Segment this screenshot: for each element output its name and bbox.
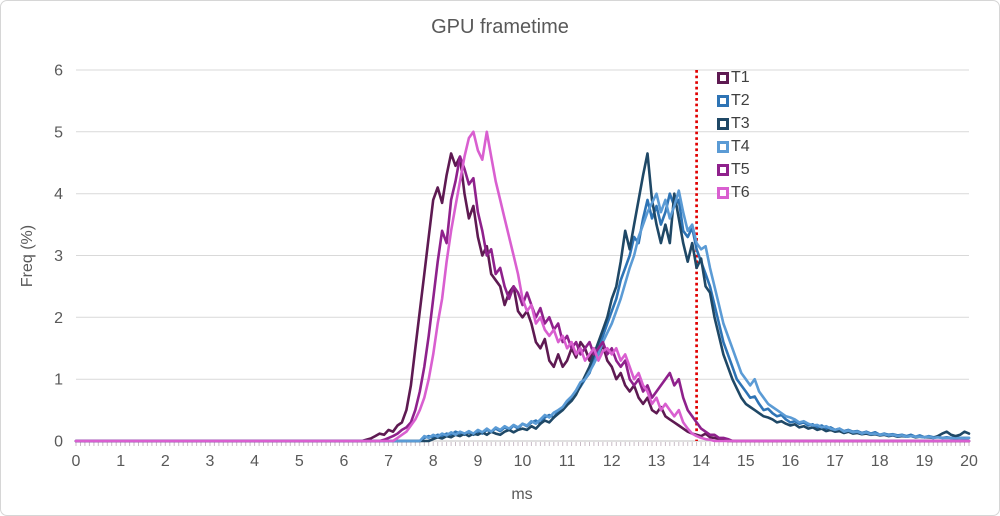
legend-marker-icon bbox=[717, 117, 729, 130]
x-tick-label: 6 bbox=[339, 453, 348, 470]
legend-marker-icon bbox=[717, 71, 729, 84]
series-line-T6 bbox=[74, 130, 971, 443]
x-tick-label: 10 bbox=[514, 453, 532, 470]
x-tick-label: 20 bbox=[960, 453, 978, 470]
legend-item-T6: T6 bbox=[717, 184, 750, 201]
legend-item-T5: T5 bbox=[717, 161, 750, 178]
legend-label: T1 bbox=[731, 69, 750, 86]
x-tick-label: 14 bbox=[692, 453, 710, 470]
y-tick-label: 0 bbox=[54, 434, 63, 451]
legend-item-T3: T3 bbox=[717, 115, 750, 132]
x-tick-label: 13 bbox=[648, 453, 666, 470]
legend-item-T4: T4 bbox=[717, 138, 750, 155]
x-tick-label: 7 bbox=[384, 453, 393, 470]
legend-marker-icon bbox=[717, 140, 729, 153]
y-tick-label: 4 bbox=[54, 186, 63, 203]
legend-marker-icon bbox=[717, 163, 729, 176]
legend-label: T6 bbox=[731, 184, 750, 201]
x-tick-label: 3 bbox=[205, 453, 214, 470]
chart-title: GPU frametime bbox=[431, 16, 569, 38]
legend-item-T1: T1 bbox=[717, 69, 750, 86]
y-axis-title: Freq (%) bbox=[19, 224, 36, 288]
x-tick-label: 5 bbox=[295, 453, 304, 470]
y-tick-labels: 0 1 2 3 4 5 6 bbox=[54, 63, 63, 451]
legend-marker-icon bbox=[717, 186, 729, 199]
x-tick-label: 9 bbox=[473, 453, 482, 470]
x-tick-label: 15 bbox=[737, 453, 755, 470]
x-tick-label: 0 bbox=[72, 453, 81, 470]
y-tick-label: 1 bbox=[54, 372, 63, 389]
x-tick-label: 4 bbox=[250, 453, 259, 470]
x-tick-label: 16 bbox=[782, 453, 800, 470]
legend-label: T3 bbox=[731, 115, 750, 132]
x-tick-label: 2 bbox=[161, 453, 170, 470]
x-tick-label: 19 bbox=[916, 453, 934, 470]
x-tick-label: 8 bbox=[429, 453, 438, 470]
x-axis-title: ms bbox=[511, 486, 533, 503]
gridlines bbox=[76, 69, 969, 442]
y-tick-label: 3 bbox=[54, 248, 63, 265]
legend-marker-icon bbox=[717, 94, 729, 107]
x-tick-label: 1 bbox=[116, 453, 125, 470]
y-tick-label: 5 bbox=[54, 124, 63, 141]
x-tick-label: 11 bbox=[559, 453, 576, 470]
x-tick-label: 18 bbox=[871, 453, 889, 470]
x-minor-ticks bbox=[75, 442, 970, 446]
legend-label: T4 bbox=[731, 138, 750, 155]
x-tick-label: 17 bbox=[826, 453, 844, 470]
y-tick-label: 6 bbox=[54, 63, 63, 80]
legend-item-T2: T2 bbox=[717, 92, 750, 109]
legend: T1 T2 T3 T4 T5 T6 bbox=[717, 69, 750, 201]
y-tick-label: 2 bbox=[54, 310, 63, 327]
legend-label: T5 bbox=[731, 161, 750, 178]
x-tick-label: 12 bbox=[603, 453, 621, 470]
x-tick-labels: 0 1 2 3 4 5 6 7 8 9 10 11 12 13 14 15 16 17 18 19 20 bbox=[72, 453, 978, 470]
legend-label: T2 bbox=[731, 92, 750, 109]
